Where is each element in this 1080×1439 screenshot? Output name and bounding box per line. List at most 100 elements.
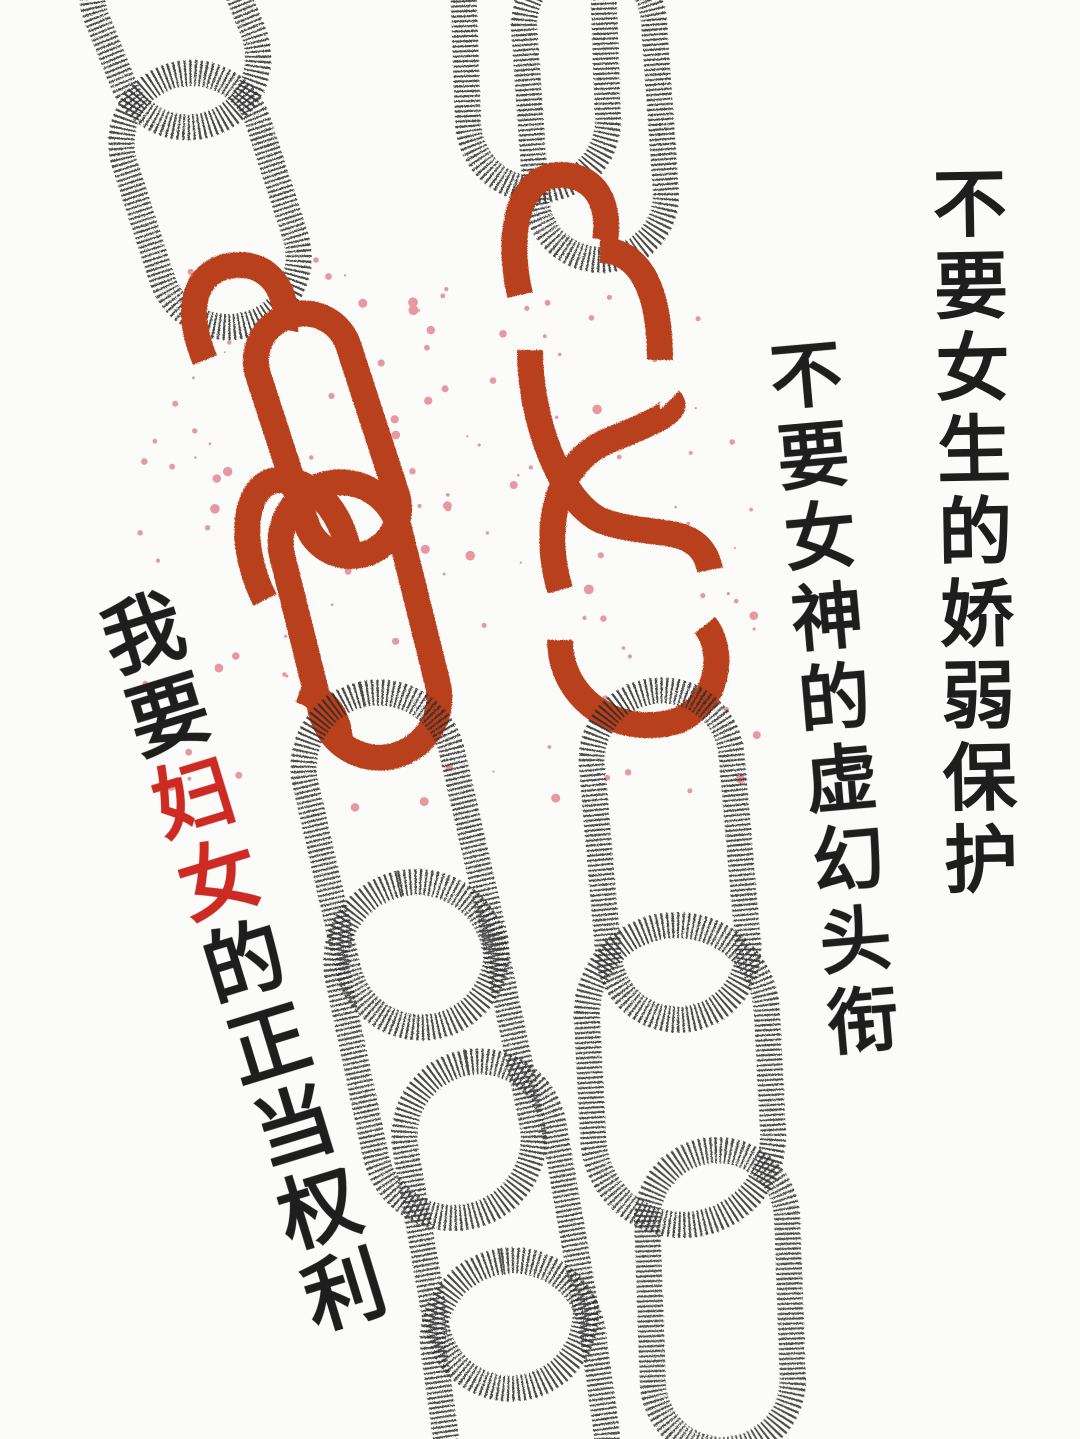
splatter-dot	[465, 550, 476, 561]
rusty-broken-chain-link	[180, 251, 299, 365]
splatter-dot	[235, 771, 243, 779]
splatter-dot	[140, 605, 144, 609]
steel-chain-link	[323, 868, 547, 1232]
splatter-dot	[408, 297, 418, 308]
rusty-broken-chain-link	[547, 616, 730, 739]
steel-chain-link	[634, 1137, 806, 1439]
splatter-dot	[343, 274, 347, 277]
splatter-dot	[187, 776, 192, 781]
splatter-dot	[424, 344, 430, 351]
splatter-dot	[621, 646, 626, 650]
splatter-dot	[733, 598, 739, 604]
splatter-dot	[499, 330, 507, 338]
headline-char: 虚	[801, 734, 881, 825]
splatter-dot	[418, 309, 421, 312]
splatter-dot	[208, 442, 212, 446]
splatter-dot	[441, 385, 449, 393]
headline-char: 头	[816, 895, 896, 986]
splatter-dot	[419, 797, 429, 807]
splatter-dot	[166, 781, 176, 791]
splatter-dot	[557, 352, 562, 357]
splatter-dot	[417, 503, 422, 509]
rusty-broken-chain-link	[267, 469, 453, 771]
splatter-dot	[210, 504, 220, 514]
headline-char: 衔	[823, 976, 903, 1067]
rusty-broken-chain-link	[517, 349, 723, 574]
headline-char: 保	[941, 735, 1018, 823]
headline-char: 生	[936, 407, 1012, 495]
splatter-dot	[700, 593, 706, 599]
headline-char: 要	[773, 411, 853, 502]
splatter-dot	[223, 466, 233, 477]
headline-char: 要	[933, 243, 1009, 331]
splatter-dot	[729, 439, 735, 445]
splatter-dot	[409, 468, 416, 475]
splatter-dot	[214, 663, 224, 673]
steel-chain-link	[108, 59, 312, 341]
splatter-dot	[212, 474, 222, 483]
splatter-dot	[344, 568, 352, 575]
steel-chain-link	[511, 0, 679, 273]
rusty-broken-chain-link	[539, 390, 686, 594]
splatter-dot	[749, 507, 753, 512]
splatter-dot	[377, 359, 385, 367]
headline-char: 护	[943, 817, 1019, 905]
headline-char: 女	[780, 492, 860, 583]
splatter-dot	[226, 340, 232, 345]
steel-chain-link	[573, 912, 787, 1238]
headline-char: 娇	[939, 571, 1015, 659]
splatter-dot	[519, 561, 522, 564]
splatter-dot	[600, 615, 607, 622]
splatter-dot	[588, 315, 595, 321]
left-chain	[78, 0, 620, 1439]
splatter-dot	[524, 305, 530, 311]
splatter-dot	[392, 637, 400, 645]
splatter-dot	[752, 627, 756, 631]
splatter-dot	[440, 293, 446, 299]
splatter-dot	[547, 745, 552, 749]
splatter-dot	[485, 531, 490, 535]
splatter-dot	[420, 544, 430, 554]
splatter-dot	[592, 404, 602, 415]
splatter-dot	[489, 377, 497, 384]
splatter-dot	[509, 481, 518, 489]
steel-chain-link	[578, 677, 762, 1033]
splatter-dot	[606, 294, 613, 300]
splatter-dot	[583, 584, 594, 595]
splatter-dot	[517, 473, 520, 477]
splatter-dot	[204, 525, 211, 531]
headline-char: 神	[787, 572, 867, 663]
splatter-dot	[211, 759, 219, 768]
rusty-broken-chain-link	[599, 237, 673, 361]
splatter-dot	[624, 769, 632, 776]
splatter-dot	[554, 415, 559, 419]
splatter-dot	[147, 697, 154, 703]
splatter-dot	[627, 654, 633, 659]
splatter-dot	[544, 299, 551, 306]
splatter-dot	[686, 521, 691, 526]
splatter-dot	[232, 652, 240, 660]
headline-char: 的	[937, 489, 1014, 577]
steel-chain-link	[290, 679, 510, 1041]
splatter-dot	[616, 454, 622, 460]
splatter-dot	[694, 407, 697, 410]
splatter-dot	[152, 438, 158, 444]
splatter-dot	[424, 396, 433, 405]
headline-char: 的	[794, 653, 874, 744]
splatter-dot	[350, 803, 360, 812]
splatter-dot	[330, 603, 334, 606]
splatter-dot	[313, 257, 319, 263]
splatter-dot	[551, 793, 561, 803]
splatter-dot	[726, 592, 730, 596]
splatter-dot	[733, 547, 737, 550]
splatter-dot	[223, 351, 226, 354]
rusty-broken-chain-link	[242, 300, 413, 570]
splatter-dot	[749, 611, 759, 620]
splatter-dot	[142, 680, 148, 687]
headline-char: 幻	[808, 815, 889, 905]
splatter-dot	[390, 415, 399, 424]
right-chain	[449, 0, 806, 1439]
splatter-dot	[185, 748, 193, 756]
splatter-dot	[442, 572, 446, 576]
splatter-dot	[187, 268, 194, 275]
